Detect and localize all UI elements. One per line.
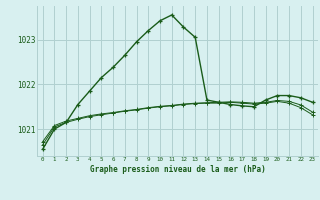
X-axis label: Graphe pression niveau de la mer (hPa): Graphe pression niveau de la mer (hPa): [90, 165, 266, 174]
